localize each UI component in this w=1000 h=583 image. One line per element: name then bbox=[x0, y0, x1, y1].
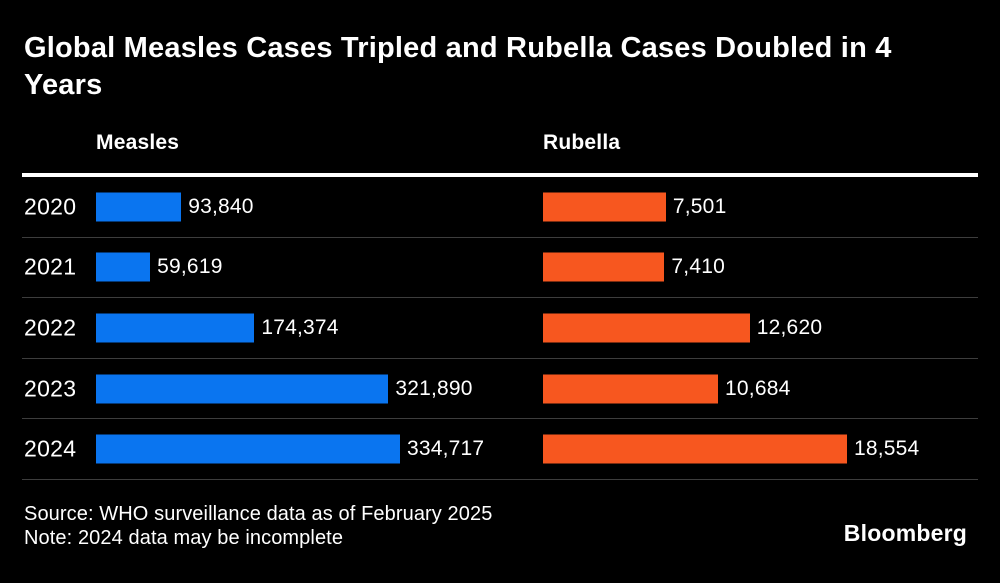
footer: Source: WHO surveillance data as of Febr… bbox=[24, 502, 492, 550]
data-note: Note: 2024 data may be incomplete bbox=[24, 527, 344, 549]
measles-value-label: 174,374 bbox=[261, 315, 339, 339]
rubella-value-label: 12,620 bbox=[756, 315, 823, 339]
chart-title: Global Measles Cases Tripled and Rubella… bbox=[24, 32, 892, 101]
table-row: 2024 334,717 18,554 bbox=[22, 419, 978, 480]
year-label: 2022 bbox=[24, 314, 77, 341]
table-row: 2020 93,840 7,501 bbox=[22, 177, 978, 238]
rubella-value-label: 18,554 bbox=[854, 437, 920, 461]
year-label: 2024 bbox=[24, 435, 77, 462]
measles-bar bbox=[96, 192, 182, 222]
chart-rows: 2020 93,840 7,501 2021 59,619 7,410 2022 174,37… bbox=[22, 173, 978, 480]
measles-bar bbox=[96, 313, 255, 343]
measles-value-label: 59,619 bbox=[157, 255, 223, 279]
bloomberg-logo: Bloomberg bbox=[843, 520, 967, 546]
rubella-value-label: 10,684 bbox=[725, 376, 791, 400]
year-label: 2020 bbox=[24, 193, 77, 220]
source-note: Source: WHO surveillance data as of Febr… bbox=[24, 503, 493, 525]
rubella-bar bbox=[543, 252, 665, 282]
year-label: 2021 bbox=[24, 253, 77, 280]
rubella-value-label: 7,501 bbox=[672, 194, 727, 218]
measles-value-label: 321,890 bbox=[395, 376, 473, 400]
column-headers: Measles Rubella bbox=[0, 131, 1000, 155]
rubella-bar bbox=[543, 434, 847, 464]
table-row: 2021 59,619 7,410 bbox=[22, 238, 978, 299]
table-row: 2023 321,890 10,684 bbox=[22, 359, 978, 420]
measles-bar bbox=[96, 252, 151, 282]
year-label: 2023 bbox=[24, 375, 77, 402]
table-row: 2022 174,374 12,620 bbox=[22, 298, 978, 359]
measles-value-label: 334,717 bbox=[407, 437, 485, 461]
rubella-bar bbox=[543, 313, 750, 343]
column-header-rubella: Rubella bbox=[543, 131, 621, 154]
column-header-measles: Measles bbox=[96, 131, 180, 154]
measles-bar bbox=[96, 434, 400, 464]
measles-bar bbox=[96, 374, 389, 404]
measles-value-label: 93,840 bbox=[188, 194, 254, 218]
rubella-value-label: 7,410 bbox=[671, 255, 725, 279]
rubella-bar bbox=[543, 374, 719, 404]
rubella-bar bbox=[543, 192, 666, 222]
